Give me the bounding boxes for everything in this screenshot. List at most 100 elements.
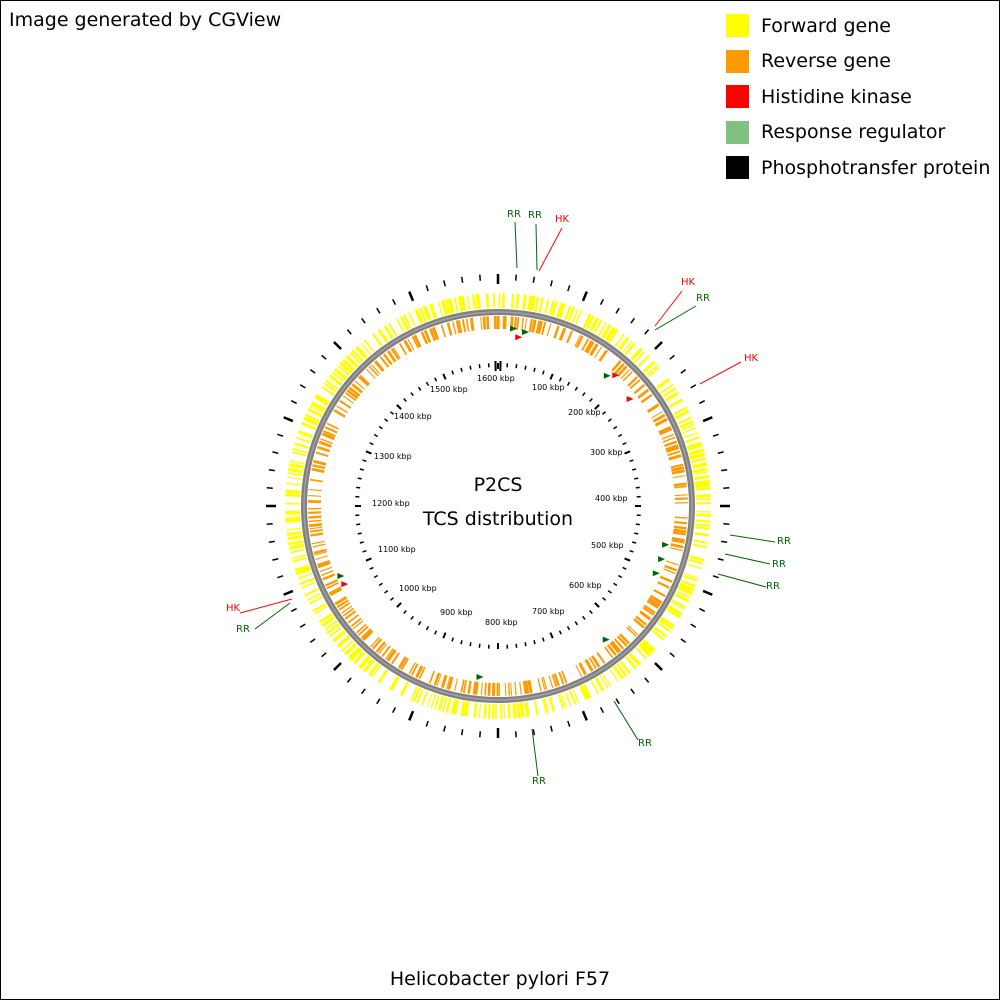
- ruler-tick: [629, 549, 634, 553]
- forward-gene-mark: [318, 612, 333, 624]
- forward-gene-mark: [326, 623, 340, 635]
- ruler-tick: [634, 477, 639, 480]
- ruler-tick: [622, 442, 627, 446]
- reverse-gene-mark: [616, 635, 628, 647]
- forward-gene-mark: [412, 687, 421, 703]
- reverse-gene-mark: [674, 494, 688, 497]
- outer-tick: [581, 710, 588, 721]
- reverse-gene-mark: [584, 340, 593, 353]
- forward-gene-mark: [441, 299, 449, 316]
- outer-tick: [644, 329, 650, 335]
- forward-gene-mark: [353, 651, 366, 665]
- forward-gene-mark: [464, 701, 470, 717]
- legend-item-phosphotransfer-protein: Phosphotransfer protein: [726, 150, 990, 186]
- callout-label-hk: HK: [744, 353, 759, 364]
- outer-tick: [680, 638, 687, 643]
- forward-gene-mark: [516, 702, 521, 719]
- forward-gene-mark: [598, 322, 608, 336]
- outer-tick: [376, 307, 381, 314]
- ruler-ring: [355, 361, 641, 649]
- forward-gene-mark: [324, 620, 338, 631]
- ruler-tick: [566, 626, 571, 631]
- forward-gene-mark: [674, 592, 690, 603]
- reverse-gene-mark: [398, 342, 408, 356]
- outer-tick: [268, 468, 275, 472]
- ruler-tick: [558, 377, 562, 382]
- forward-gene-mark: [533, 700, 539, 716]
- legend-item-histidine-kinase: Histidine kinase: [726, 79, 990, 115]
- reverse-gene-mark: [308, 495, 322, 497]
- outer-tick: [630, 317, 635, 324]
- reverse-gene-mark: [610, 640, 622, 653]
- outer-tick: [699, 400, 706, 405]
- forward-gene-mark: [519, 702, 525, 718]
- forward-gene-mark: [304, 413, 320, 423]
- reverse-gene-mark: [637, 388, 650, 399]
- reverse-gene-mark: [350, 617, 362, 628]
- forward-gene-mark: [542, 698, 548, 714]
- reverse-gene-mark: [541, 321, 547, 335]
- reverse-gene-mark: [561, 670, 568, 684]
- ruler-tick: [607, 418, 612, 422]
- reverse-gene-mark: [316, 445, 331, 453]
- forward-gene-mark: [395, 318, 405, 333]
- outer-tick: [532, 729, 536, 736]
- ruler-label-1500: 1500 kbp: [430, 385, 468, 394]
- ruler-tick: [607, 590, 612, 594]
- ruler-label-1200: 1200 kbp: [372, 499, 410, 508]
- reverse-gene-mark: [314, 551, 328, 556]
- reverse-gene-mark: [431, 326, 440, 341]
- ruler-tick: [613, 425, 618, 430]
- forward-gene-mark: [642, 360, 656, 373]
- forward-gene-mark: [287, 467, 304, 474]
- reverse-gene-mark: [433, 672, 441, 686]
- reverse-gene-mark: [311, 540, 325, 545]
- reverse-gene-mark: [664, 564, 678, 572]
- outer-tick-ring: [266, 274, 730, 738]
- reverse-gene-mark: [440, 674, 448, 689]
- backbone-circle: [301, 309, 695, 703]
- ruler-tick: [582, 615, 586, 620]
- reverse-gene-mark: [673, 525, 687, 530]
- outer-tick: [599, 707, 604, 714]
- forward-gene-mark: [695, 494, 711, 498]
- forward-gene-mark: [325, 379, 339, 391]
- ruler-tick: [634, 532, 639, 535]
- forward-gene-mark: [328, 374, 343, 387]
- reverse-gene-mark: [308, 515, 322, 519]
- reverse-gene-mark: [609, 641, 620, 654]
- callout-label-hk: HK: [555, 214, 570, 225]
- forward-gene-mark: [582, 683, 592, 699]
- ruler-tick: [396, 404, 402, 410]
- reverse-gene-mark: [548, 675, 554, 689]
- reverse-gene-mark: [452, 321, 457, 335]
- legend-swatch-phosphotransfer-protein: [726, 156, 749, 180]
- forward-gene-mark: [371, 664, 382, 678]
- reverse-gene-mark: [635, 615, 648, 626]
- ruler-label-200: 200 kbp: [568, 408, 601, 417]
- legend-swatch-forward-gene: [726, 14, 749, 38]
- outer-tick: [717, 558, 724, 561]
- reverse-gene-mark: [480, 316, 483, 330]
- forward-gene-mark: [402, 314, 412, 329]
- reverse-gene-mark: [537, 320, 544, 335]
- legend-item-forward-gene: Forward gene: [726, 8, 990, 44]
- ruler-tick: [373, 574, 378, 579]
- forward-gene-mark: [692, 543, 708, 549]
- ruler-tick: [478, 643, 481, 648]
- reverse-gene-mark: [315, 451, 329, 457]
- reverse-gene-mark: [379, 356, 390, 368]
- forward-gene-mark: [593, 319, 603, 334]
- forward-gene-mark: [557, 302, 566, 319]
- ruler-tick: [442, 632, 447, 639]
- outer-tick: [333, 341, 342, 350]
- reverse-gene-mark: [440, 324, 447, 338]
- reverse-gene-mark: [371, 638, 383, 650]
- reverse-gene-mark: [465, 318, 470, 332]
- reverse-gene-mark: [458, 319, 463, 333]
- forward-gene-mark: [483, 703, 487, 719]
- ruler-tick: [549, 632, 554, 639]
- legend-swatch-reverse-gene: [726, 49, 749, 73]
- ruler-label-600: 600 kbp: [569, 581, 602, 590]
- ruler-tick: [434, 630, 438, 635]
